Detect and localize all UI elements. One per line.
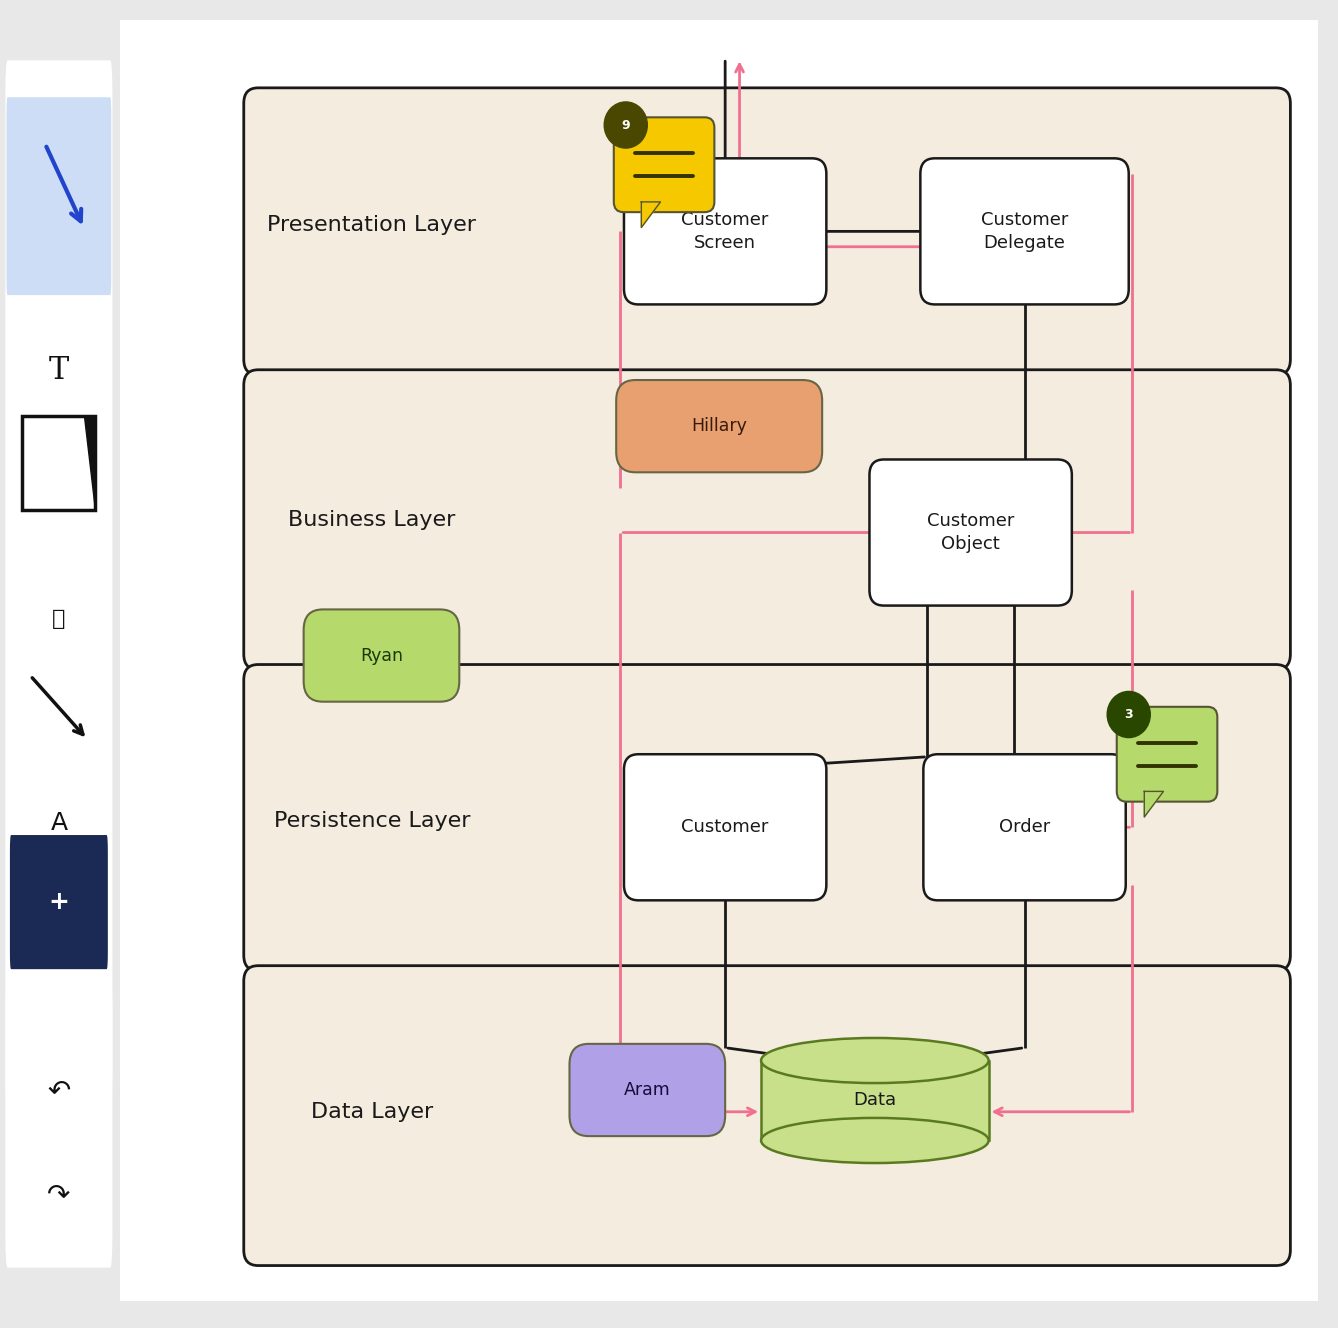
Text: Presentation Layer: Presentation Layer <box>268 215 476 235</box>
FancyBboxPatch shape <box>624 158 827 304</box>
Text: Data: Data <box>854 1092 896 1109</box>
FancyBboxPatch shape <box>103 1 1335 1320</box>
Polygon shape <box>641 202 661 227</box>
FancyBboxPatch shape <box>23 416 95 510</box>
Text: 3: 3 <box>1124 708 1133 721</box>
Text: Customer
Delegate: Customer Delegate <box>981 211 1068 252</box>
Text: Hillary: Hillary <box>692 417 747 436</box>
FancyBboxPatch shape <box>614 117 714 212</box>
Polygon shape <box>775 417 805 453</box>
Polygon shape <box>423 645 454 681</box>
Text: Customer
Screen: Customer Screen <box>681 211 769 252</box>
FancyBboxPatch shape <box>5 60 112 1109</box>
FancyBboxPatch shape <box>870 459 1072 606</box>
Text: ↷: ↷ <box>47 1182 71 1210</box>
Text: T: T <box>48 355 70 386</box>
FancyBboxPatch shape <box>5 975 112 1268</box>
FancyBboxPatch shape <box>7 97 111 295</box>
Text: Business Layer: Business Layer <box>288 510 455 530</box>
Text: ↶: ↶ <box>47 1077 71 1106</box>
Ellipse shape <box>761 1038 989 1084</box>
Ellipse shape <box>761 1118 989 1163</box>
Text: Customer: Customer <box>681 818 769 837</box>
Polygon shape <box>570 1080 597 1113</box>
Text: Aram: Aram <box>624 1081 670 1100</box>
FancyBboxPatch shape <box>9 835 108 969</box>
FancyBboxPatch shape <box>921 158 1129 304</box>
Text: +: + <box>48 890 70 914</box>
Text: Customer
Object: Customer Object <box>927 511 1014 554</box>
Polygon shape <box>84 416 95 510</box>
FancyBboxPatch shape <box>617 380 822 473</box>
Text: A: A <box>51 811 67 835</box>
Text: Data Layer: Data Layer <box>310 1102 434 1122</box>
Text: Ryan: Ryan <box>360 647 403 664</box>
FancyBboxPatch shape <box>244 369 1290 669</box>
FancyBboxPatch shape <box>570 1044 725 1137</box>
Text: ⛓: ⛓ <box>52 608 66 628</box>
Polygon shape <box>1144 791 1164 817</box>
FancyBboxPatch shape <box>244 965 1290 1266</box>
Bar <box>761 1061 989 1141</box>
FancyBboxPatch shape <box>1117 706 1218 802</box>
FancyBboxPatch shape <box>244 664 1290 971</box>
Text: Persistence Layer: Persistence Layer <box>274 811 470 831</box>
Circle shape <box>605 102 648 149</box>
Circle shape <box>1107 692 1151 737</box>
Text: 9: 9 <box>621 118 630 131</box>
FancyBboxPatch shape <box>304 610 459 701</box>
Text: Order: Order <box>999 818 1050 837</box>
FancyBboxPatch shape <box>923 754 1125 900</box>
FancyBboxPatch shape <box>624 754 827 900</box>
FancyBboxPatch shape <box>244 88 1290 374</box>
